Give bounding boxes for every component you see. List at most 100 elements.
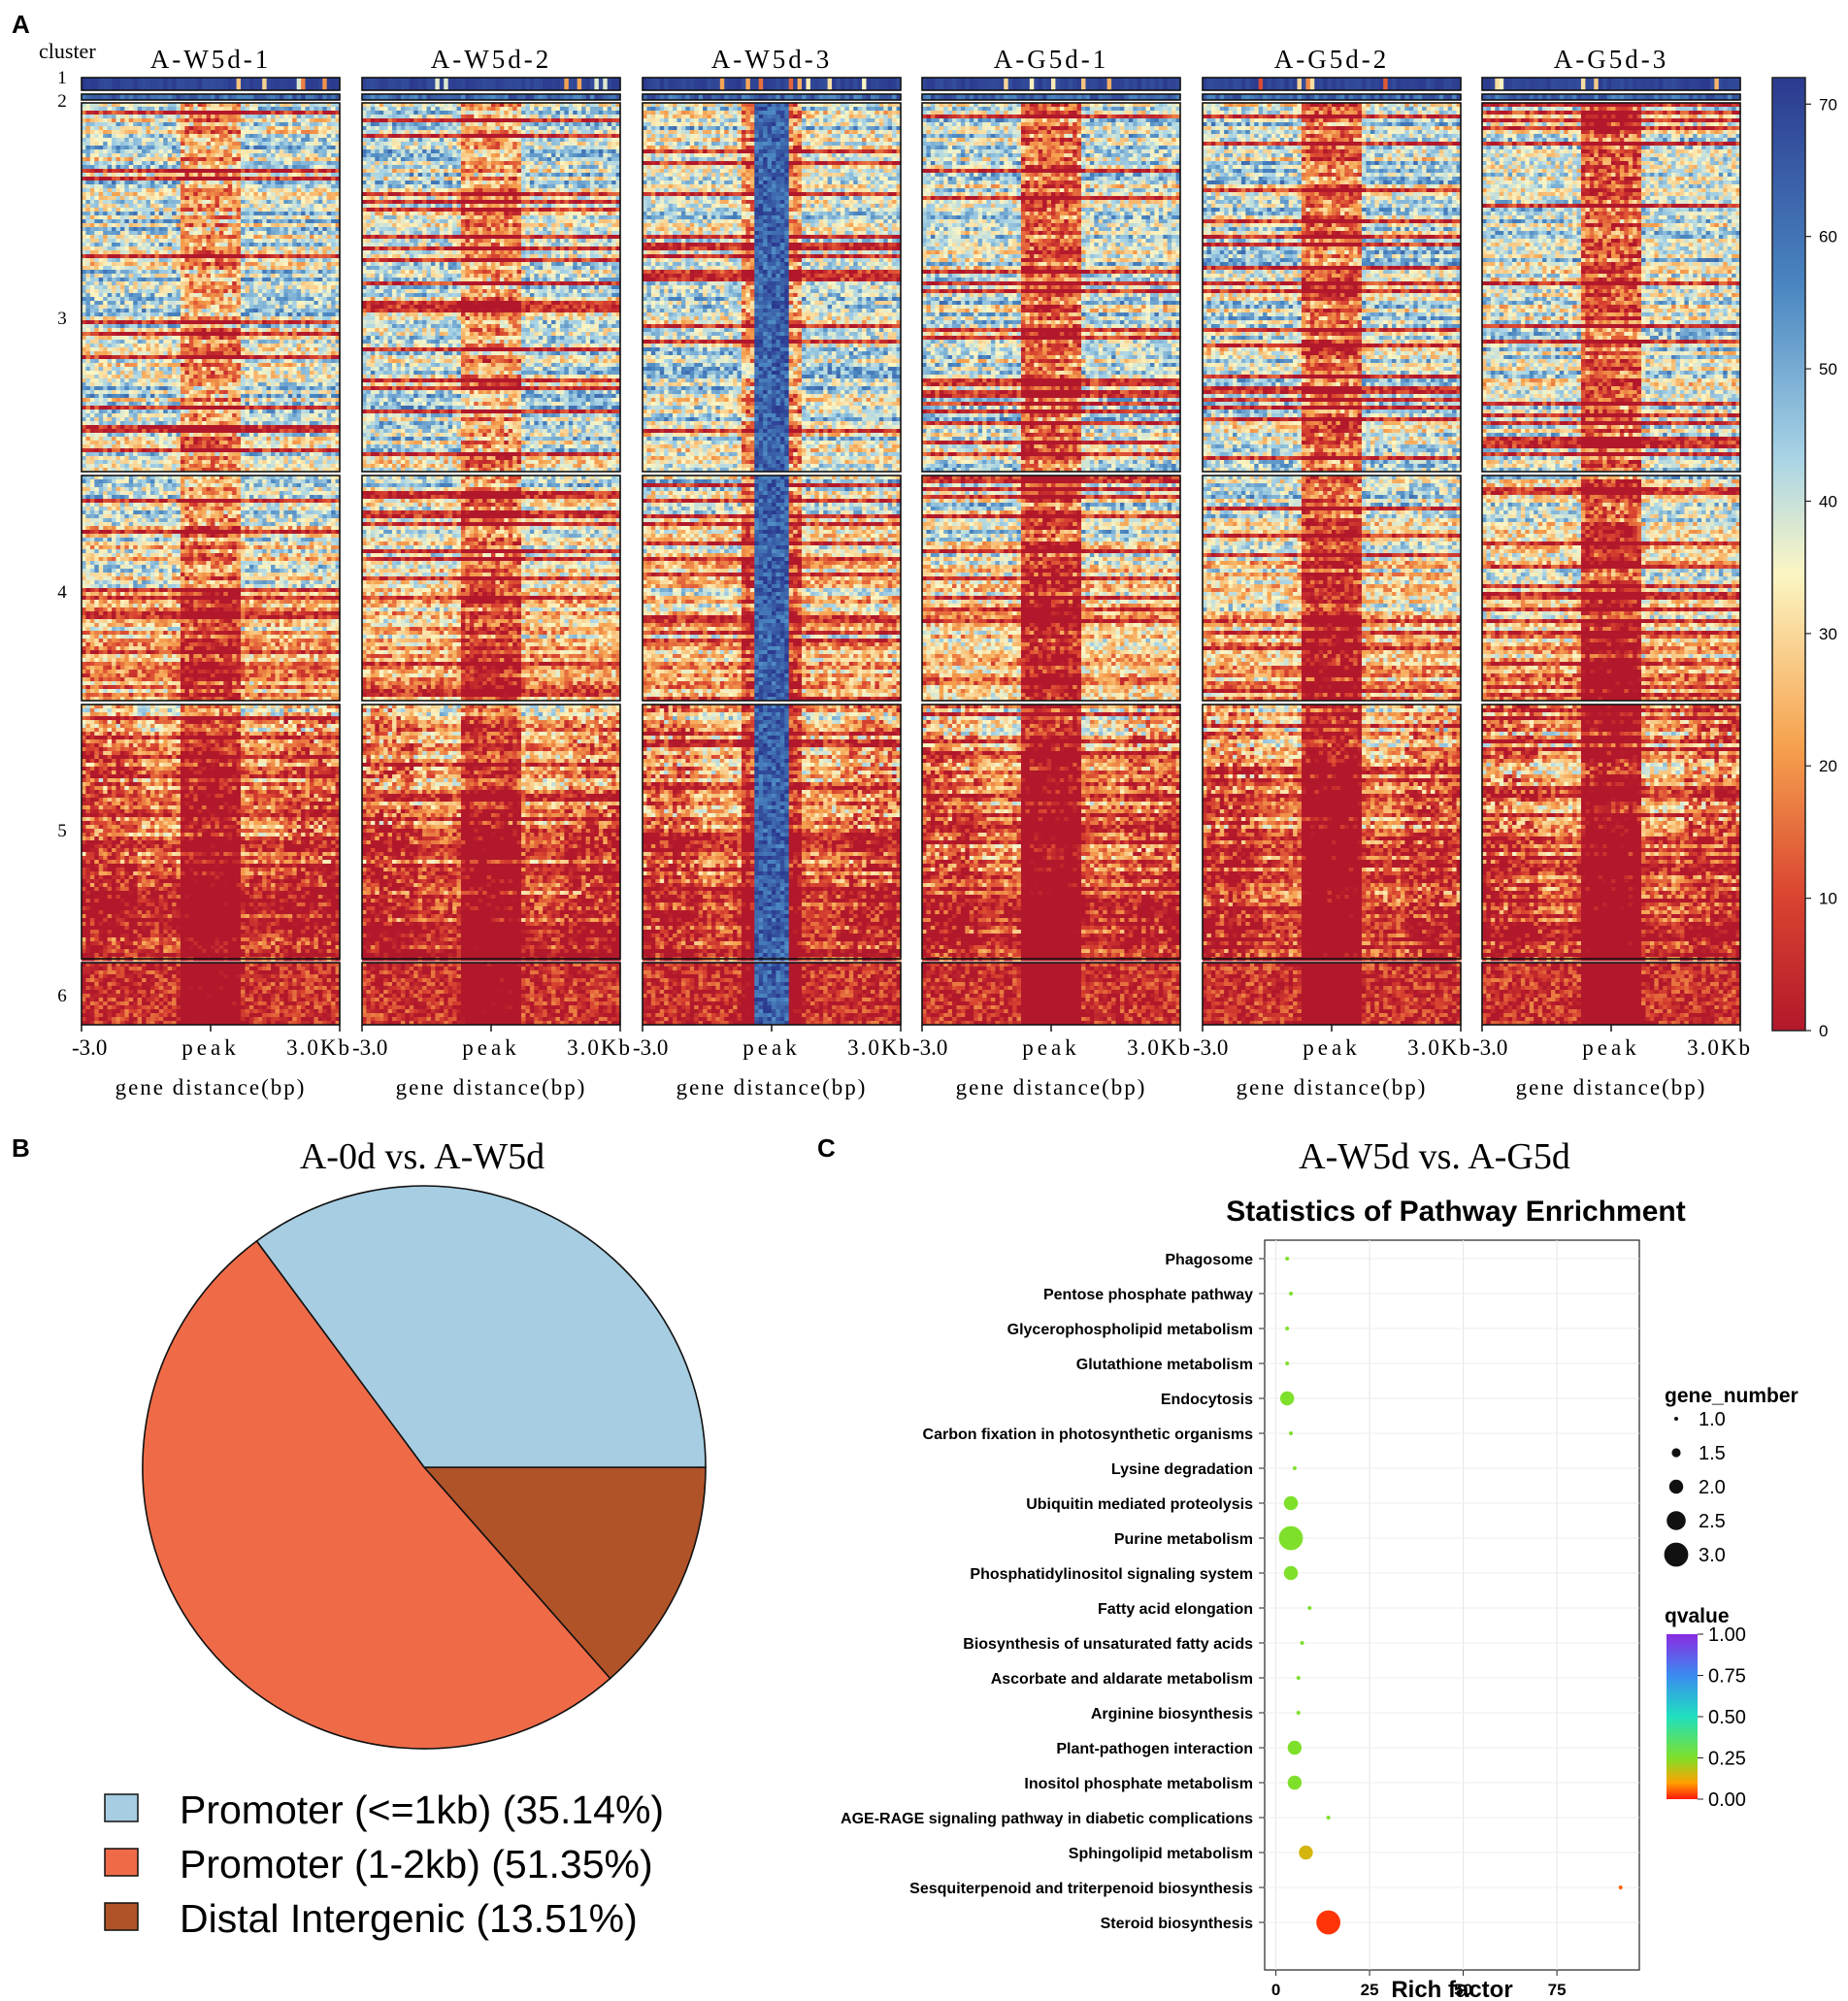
heat-cell	[142, 78, 147, 91]
heat-cell	[214, 111, 219, 115]
heat-cell	[150, 107, 155, 112]
heat-cell	[253, 122, 258, 127]
heat-cell	[159, 122, 164, 127]
heat-cell	[154, 118, 159, 123]
cluster-header: cluster	[39, 39, 96, 63]
heat-cell	[103, 115, 108, 119]
heat-cell	[301, 122, 306, 127]
heat-cell	[306, 122, 311, 127]
heat-cell	[331, 111, 336, 115]
heat-cell	[306, 111, 311, 115]
heat-cell	[310, 118, 314, 123]
heat-cell	[85, 122, 90, 127]
heat-cell	[280, 122, 284, 127]
heat-cell	[120, 78, 125, 91]
heat-cell	[280, 111, 284, 115]
heat-cell	[228, 78, 233, 91]
heat-cell	[108, 107, 113, 112]
heat-cell	[211, 111, 215, 115]
heat-cell	[292, 118, 297, 123]
heat-cell	[249, 78, 254, 91]
heat-cell	[99, 122, 104, 127]
heat-cell	[116, 118, 120, 123]
heat-cell	[138, 122, 143, 127]
heat-cell	[189, 107, 194, 112]
heat-cell	[198, 118, 203, 123]
heat-cell	[129, 122, 134, 127]
heat-cell	[262, 78, 267, 91]
heat-cell	[241, 111, 246, 115]
heat-cell	[177, 78, 182, 91]
panel-a-heatmap: A cluster 1 2 3 4 5 6 A-W5d-1-3.0 peak 3.0…	[12, 10, 1837, 1099]
heat-cell	[120, 111, 125, 115]
heat-cell	[223, 115, 228, 119]
heat-cell	[237, 107, 242, 112]
heat-cell	[314, 118, 318, 123]
heat-cell	[228, 107, 233, 112]
heat-cell	[310, 78, 314, 91]
heat-cell	[211, 115, 215, 119]
heat-cell	[211, 118, 215, 123]
heat-cell	[172, 115, 177, 119]
heat-cell	[103, 107, 108, 112]
heat-cell	[129, 111, 134, 115]
heat-cell	[181, 122, 185, 127]
heat-cell	[306, 118, 311, 123]
heat-cell	[94, 118, 99, 123]
heat-cell	[202, 107, 207, 112]
heat-cell	[232, 118, 237, 123]
heat-cell	[90, 122, 95, 127]
heat-cell	[168, 118, 173, 123]
heat-cell	[142, 122, 147, 127]
heat-cell	[142, 115, 147, 119]
heat-cell	[133, 118, 138, 123]
heat-cell	[232, 107, 237, 112]
heat-cell	[94, 107, 99, 112]
figure-canvas: A cluster 1 2 3 4 5 6 A-W5d-1-3.0 peak 3.0…	[0, 0, 1848, 2001]
heat-cell	[258, 78, 263, 91]
cluster-label-5: 5	[57, 821, 67, 841]
heat-cell	[245, 118, 249, 123]
heat-cell	[237, 78, 242, 91]
heat-cell	[90, 78, 95, 91]
heat-cell	[241, 118, 246, 123]
heat-cell	[120, 115, 125, 119]
heat-cell	[163, 115, 168, 119]
heat-cell	[306, 107, 311, 112]
heat-cell	[163, 111, 168, 115]
heat-cell	[184, 78, 189, 91]
heat-cell	[202, 115, 207, 119]
heat-cell	[314, 78, 318, 91]
heat-cell	[129, 107, 134, 112]
heat-cell	[223, 111, 228, 115]
heat-cell	[172, 118, 177, 123]
heat-cell	[90, 118, 95, 123]
heat-cell	[276, 118, 280, 123]
heat-cell	[258, 115, 263, 119]
heat-cell	[331, 115, 336, 119]
heat-cell	[124, 118, 129, 123]
heat-cell	[198, 107, 203, 112]
heat-cell	[237, 118, 242, 123]
heat-cell	[116, 107, 120, 112]
heat-cell	[249, 118, 254, 123]
heat-cell	[181, 78, 185, 91]
heat-cell	[249, 115, 254, 119]
heat-cell	[163, 122, 168, 127]
heat-cell	[249, 107, 254, 112]
heat-cell	[301, 118, 306, 123]
heat-cell	[154, 78, 159, 91]
heat-cell	[108, 111, 113, 115]
heat-cell	[163, 118, 168, 123]
heat-cell	[245, 122, 249, 127]
heat-cell	[318, 118, 323, 123]
cluster-label-1: 1	[57, 68, 67, 88]
heat-cell	[327, 78, 332, 91]
heat-cell	[99, 107, 104, 112]
heat-cell	[288, 107, 293, 112]
heat-cell	[112, 111, 116, 115]
heat-cell	[129, 78, 134, 91]
heat-cell	[241, 115, 246, 119]
heat-cell	[129, 118, 134, 123]
heat-cell	[189, 78, 194, 91]
